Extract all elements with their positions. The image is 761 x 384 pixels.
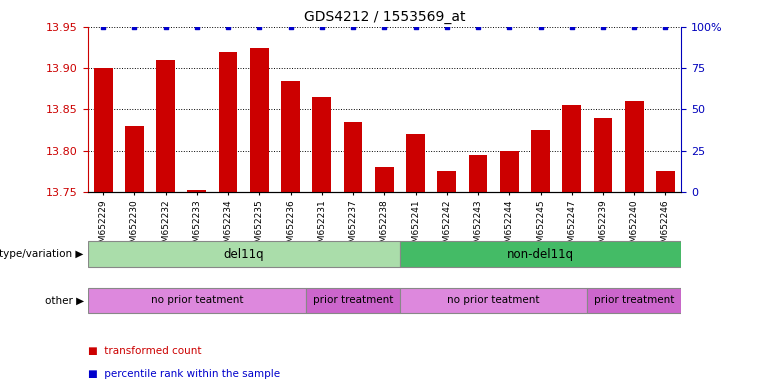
Text: non-del11q: non-del11q [507, 248, 574, 261]
Bar [282, 81, 300, 192]
Point [160, 24, 172, 30]
Bar [375, 167, 393, 192]
Bar [406, 134, 425, 192]
Point [472, 24, 484, 30]
Point [285, 24, 297, 30]
Text: del11q: del11q [224, 248, 264, 261]
Point [565, 24, 578, 30]
Bar [344, 122, 362, 192]
Bar [306, 288, 400, 313]
Point [378, 24, 390, 30]
Bar [250, 48, 269, 192]
Point [659, 24, 671, 30]
Bar [400, 242, 681, 267]
Text: ■  percentile rank within the sample: ■ percentile rank within the sample [88, 369, 279, 379]
Point [597, 24, 609, 30]
Text: prior treatment: prior treatment [313, 295, 393, 306]
Point [129, 24, 141, 30]
Point [191, 24, 203, 30]
Point [534, 24, 546, 30]
Bar [400, 288, 587, 313]
Bar [562, 105, 581, 192]
Text: prior treatment: prior treatment [594, 295, 674, 306]
Bar [313, 97, 331, 192]
Point [253, 24, 266, 30]
Text: no prior teatment: no prior teatment [447, 295, 540, 306]
Point [316, 24, 328, 30]
Text: ■  transformed count: ■ transformed count [88, 346, 201, 356]
Title: GDS4212 / 1553569_at: GDS4212 / 1553569_at [304, 10, 465, 25]
Bar [218, 51, 237, 192]
Text: no prior teatment: no prior teatment [151, 295, 243, 306]
Bar [531, 130, 550, 192]
Point [503, 24, 515, 30]
Bar [88, 242, 400, 267]
Point [222, 24, 234, 30]
Bar [88, 288, 306, 313]
Point [97, 24, 110, 30]
Text: genotype/variation ▶: genotype/variation ▶ [0, 249, 84, 260]
Bar [500, 151, 519, 192]
Bar [438, 171, 456, 192]
Bar [625, 101, 644, 192]
Bar [187, 190, 206, 192]
Point [441, 24, 453, 30]
Bar [594, 118, 613, 192]
Text: other ▶: other ▶ [45, 295, 84, 306]
Bar [94, 68, 113, 192]
Bar [125, 126, 144, 192]
Point [409, 24, 422, 30]
Point [347, 24, 359, 30]
Bar [656, 171, 675, 192]
Bar [469, 155, 487, 192]
Point [628, 24, 640, 30]
Bar [587, 288, 681, 313]
Bar [156, 60, 175, 192]
